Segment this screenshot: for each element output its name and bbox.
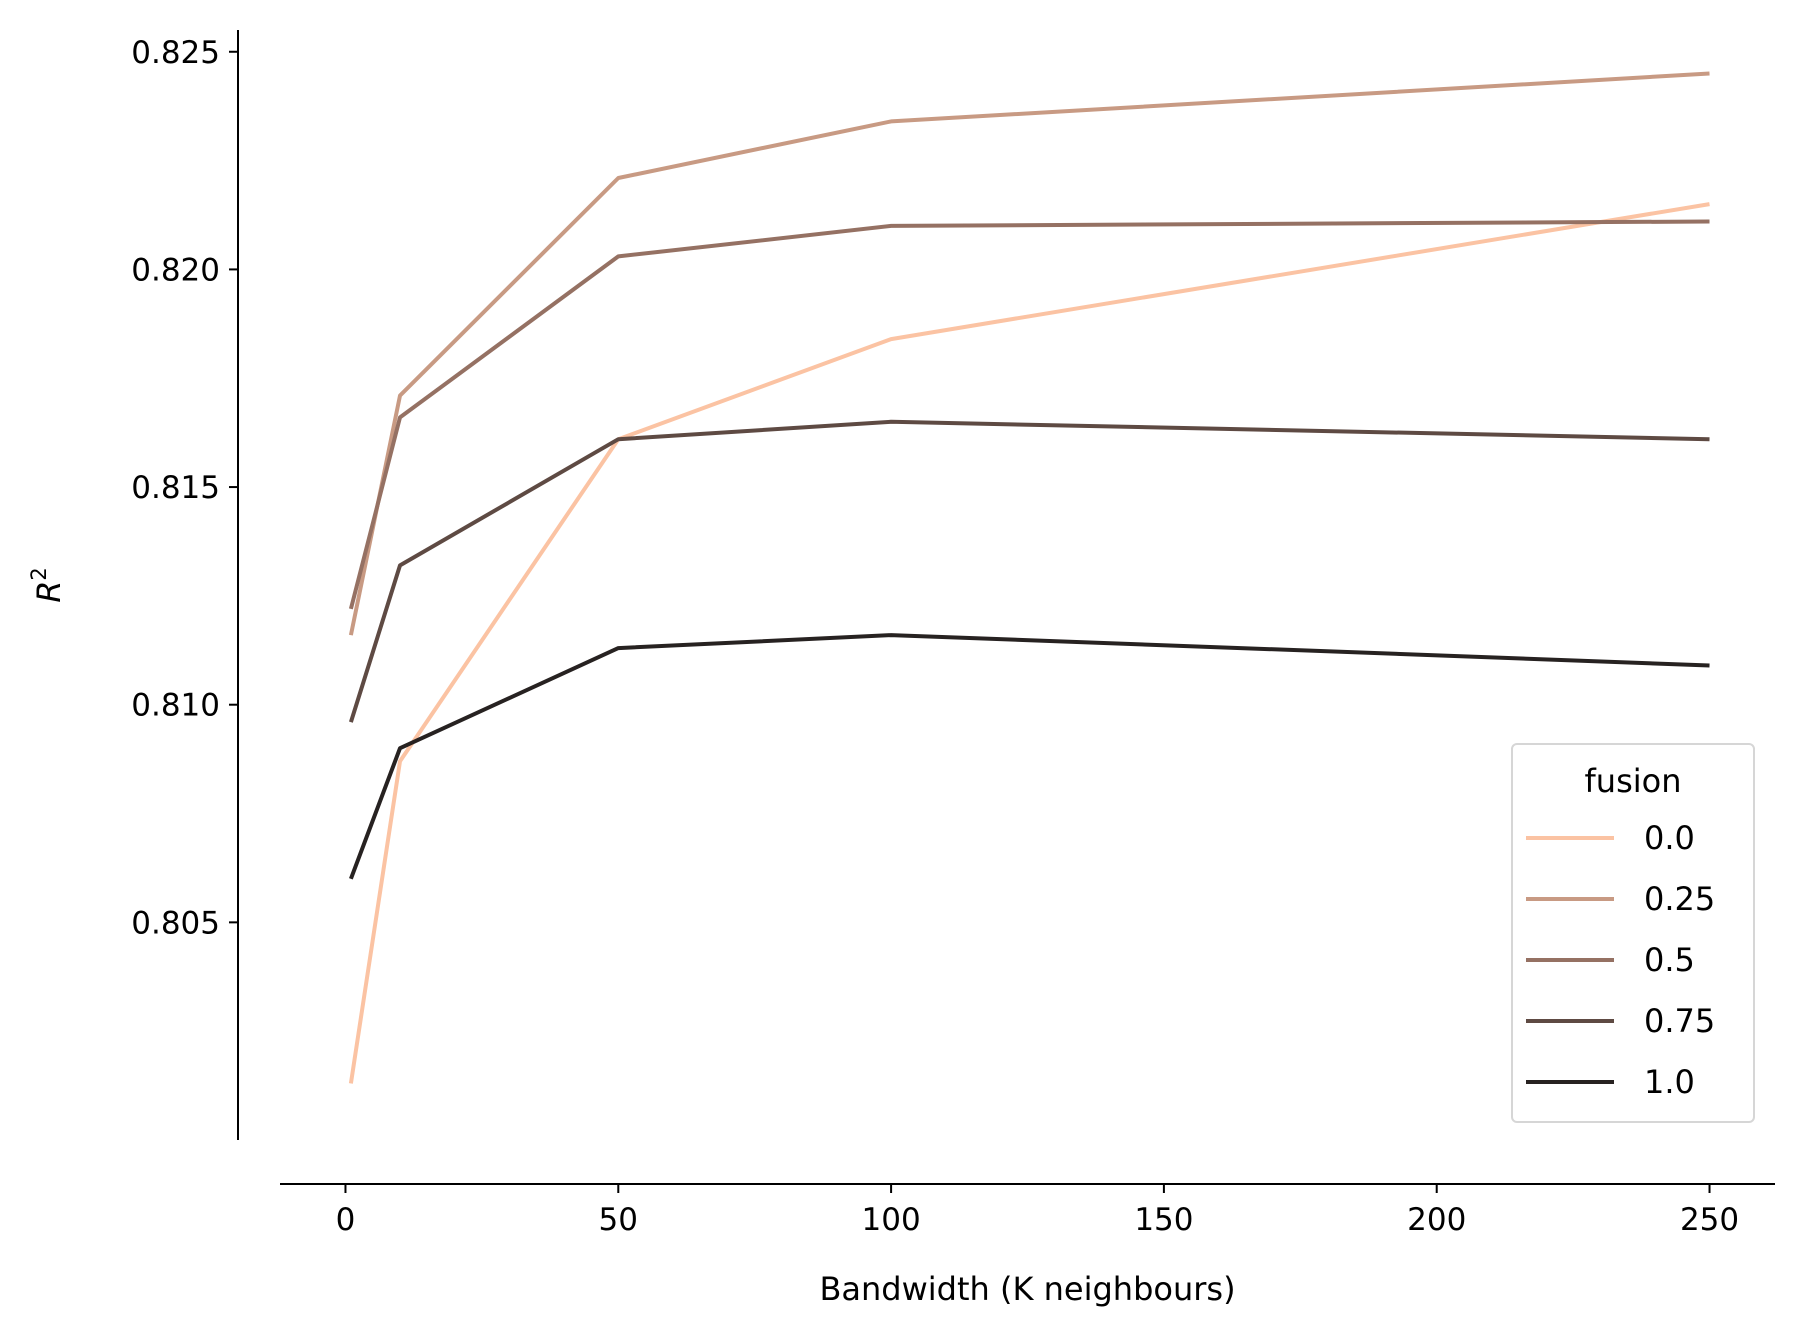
x-tick-label: 150 <box>1134 1202 1193 1238</box>
legend-box <box>1512 744 1754 1122</box>
series-line-0.0 <box>351 204 1710 1083</box>
y-tick-label: 0.815 <box>131 470 220 506</box>
legend-label: 0.75 <box>1644 1002 1715 1040</box>
y-axis-label-superscript: 2 <box>27 567 51 580</box>
y-tick-label: 0.805 <box>131 905 220 941</box>
legend: fusion 0.0 0.25 0.5 0.75 1.0 <box>1512 744 1754 1122</box>
x-tick-label: 0 <box>336 1202 356 1238</box>
legend-title: fusion <box>1585 762 1682 800</box>
x-ticks: 0 50 100 150 200 250 <box>336 1184 1740 1238</box>
legend-label: 0.25 <box>1644 880 1715 918</box>
legend-label: 0.5 <box>1644 941 1695 979</box>
x-axis-label: Bandwidth (K neighbours) <box>819 1270 1235 1308</box>
y-ticks: 0.805 0.810 0.815 0.820 0.825 <box>131 35 238 942</box>
x-tick-label: 50 <box>599 1202 638 1238</box>
x-tick-label: 200 <box>1407 1202 1466 1238</box>
x-tick-label: 100 <box>862 1202 921 1238</box>
y-axis-label-base: R <box>30 581 68 603</box>
y-tick-label: 0.820 <box>131 252 220 288</box>
series-line-0.5 <box>351 222 1710 609</box>
y-axis-label: R2 <box>27 567 68 603</box>
legend-label: 0.0 <box>1644 819 1695 857</box>
y-tick-label: 0.825 <box>131 35 220 71</box>
series-line-0.25 <box>351 74 1710 636</box>
series-layer <box>351 73 1710 1083</box>
x-tick-label: 250 <box>1680 1202 1739 1238</box>
y-tick-label: 0.810 <box>131 688 220 724</box>
legend-label: 1.0 <box>1644 1063 1695 1101</box>
series-line-1.0 <box>351 635 1710 879</box>
